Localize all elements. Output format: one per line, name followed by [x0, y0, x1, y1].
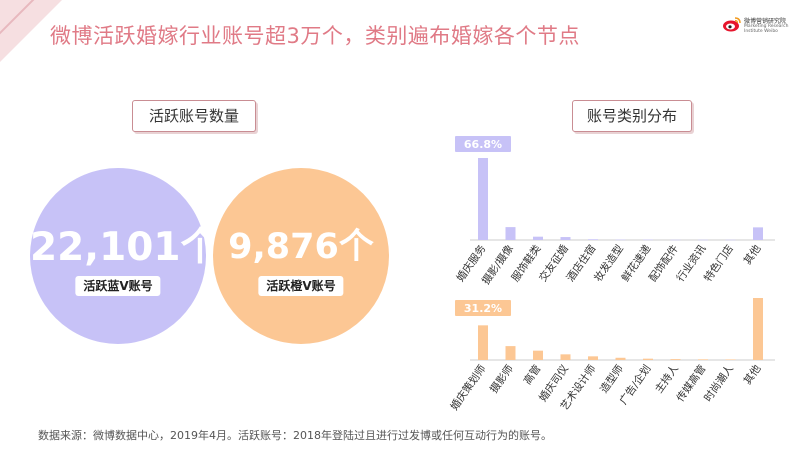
chart1-bar-5: [588, 239, 598, 240]
logo-text-en-line2: Institute Weibo: [744, 29, 778, 34]
chart1-bar-10: [725, 239, 736, 241]
chart1-bar-9: [698, 239, 708, 241]
chart2-highlight-badge: [455, 300, 511, 316]
chart2-bar-7: [643, 358, 653, 360]
chart2-bar-6: [615, 357, 626, 360]
chart2-tick-label-10: 时尚潮人: [701, 362, 736, 404]
chart1-bar-7: [643, 239, 653, 241]
chart2-tick-label-3: 高管: [521, 362, 544, 387]
chart2-bar-4: [560, 354, 571, 360]
chart2-bar-5: [588, 356, 598, 360]
logo-text-en-line1: Marketing Research: [744, 24, 789, 29]
chart1-bar-3: [533, 236, 543, 240]
chart2-bar-11: [753, 298, 763, 360]
orange-v-circle: 9,876个 活跃橙V账号: [213, 168, 389, 344]
chart2-bar-8: [670, 359, 681, 360]
source-note: 数据来源：微博数据中心，2019年4月。活跃账号：2018年登陆过且进行过发博或…: [38, 429, 552, 442]
chart2-tick-label-2: 摄影师: [487, 362, 516, 395]
blue-v-circle: 22,101个 活跃蓝V账号: [30, 168, 220, 344]
chart1-bar-1: [478, 158, 488, 240]
chart1-bar-6: [615, 239, 626, 241]
chart2-bar-10: [725, 359, 736, 360]
chart2-tick-label-6: 造型师: [597, 362, 626, 395]
account-category-heading: 账号类别分布: [572, 100, 692, 132]
chart2-bar-2: [505, 346, 516, 360]
blue-v-count: 22,101个: [30, 225, 220, 270]
blue-v-label: 活跃蓝V账号: [75, 276, 161, 296]
weibo-eye-icon: [723, 17, 741, 32]
category-distribution-charts: 66.8%婚庆服务摄影/摄像服饰鞋类交友征婚酒店住宿妆发造型鲜花速递配饰配件行业…: [448, 136, 775, 413]
chart1-highlight-label: 66.8%: [464, 138, 502, 151]
chart1-bar-4: [560, 237, 571, 240]
weibo-logo: 微博营销研究院 Marketing Research Institute Wei…: [722, 14, 794, 40]
chart2-bar-9: [698, 359, 708, 360]
chart2-bar-3: [533, 350, 543, 360]
orange-v-count: 9,876个: [228, 227, 374, 267]
active-accounts-heading: 活跃账号数量: [132, 100, 256, 132]
chart2-tick-label-1: 婚庆策划师: [448, 362, 489, 412]
chart2-highlight-label: 31.2%: [464, 302, 502, 315]
logo-text-en: Marketing Research Institute Weibo: [744, 24, 789, 34]
orange-v-label: 活跃橙V账号: [258, 276, 344, 296]
chart1-bar-8: [670, 239, 681, 241]
chart1-highlight-badge: [455, 136, 511, 152]
chart1-tick-label-11: 其他: [741, 242, 764, 267]
chart1-bar-2: [505, 227, 516, 240]
chart2-tick-label-8: 主持人: [652, 362, 681, 396]
page-title: 微博活跃婚嫁行业账号超3万个，类别遍布婚嫁各个节点: [50, 24, 580, 48]
corner-decoration: [0, 0, 62, 62]
chart1-bar-11: [753, 227, 763, 240]
chart2-tick-label-11: 其他: [741, 362, 764, 387]
chart2-bar-1: [478, 325, 488, 360]
logo-text-cn: 微博营销研究院: [744, 18, 787, 25]
